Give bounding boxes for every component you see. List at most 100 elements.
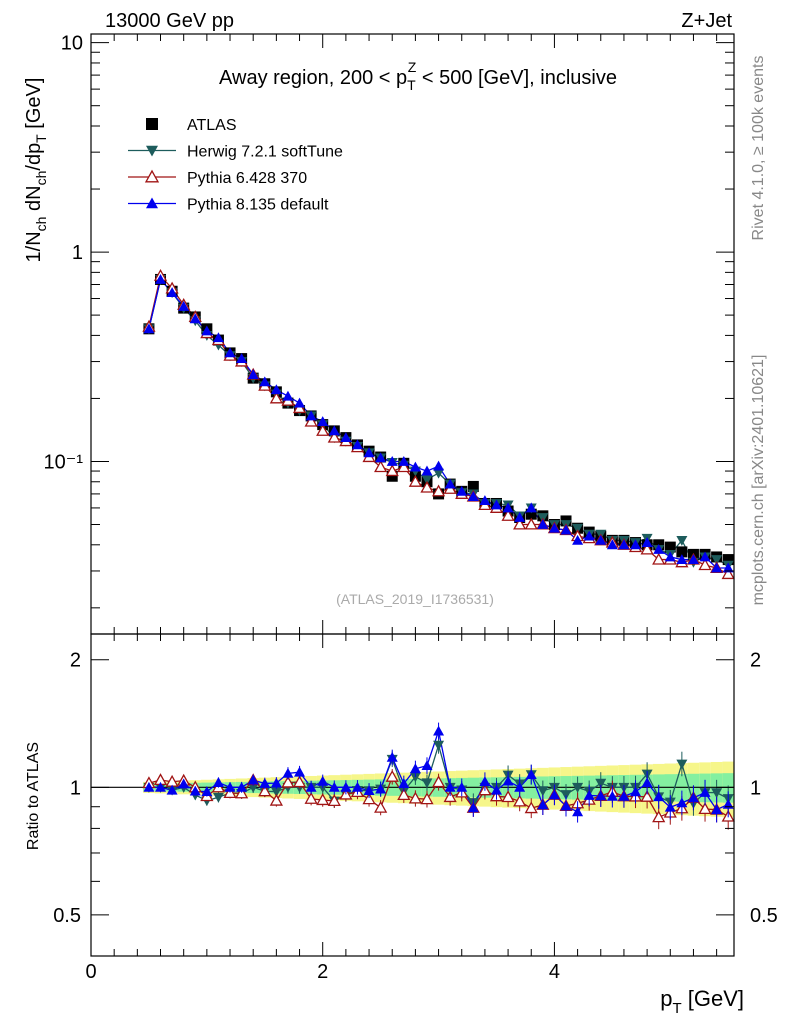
ratio-point-3: [224, 781, 236, 792]
ratio-point-3: [456, 781, 468, 792]
mc-point-3: [676, 554, 688, 564]
mc-point-3: [236, 353, 248, 363]
legend: ATLAS Herwig 7.2.1 softTune Pythia 6.428 3…: [128, 117, 343, 214]
mc-point-3: [711, 562, 723, 573]
ratio-point-3: [294, 766, 306, 777]
ratio-point-1: [537, 786, 549, 797]
ratio-point-1: [676, 759, 688, 770]
ratio-point-3: [409, 763, 421, 774]
ratio-point-3: [201, 786, 213, 797]
legend-label: Herwig 7.2.1 softTune: [187, 144, 343, 161]
ratio-point-3: [155, 781, 167, 792]
y-tick-label: 10⁻¹: [44, 451, 84, 473]
mc-point-3: [537, 519, 549, 529]
mc-point-3: [560, 524, 572, 535]
ratio-point-3: [560, 800, 572, 811]
ratio-point-3: [525, 769, 537, 780]
ratio-point-2: [374, 800, 388, 813]
ratio-point-3: [421, 760, 433, 771]
ratio-point-3: [212, 777, 224, 787]
mc-point-3: [444, 478, 456, 489]
mc-point-3: [212, 332, 224, 343]
ratio-point-1: [560, 790, 572, 801]
ratio-point-2: [408, 791, 423, 804]
ratio-point-2: [431, 775, 446, 788]
series-line-1: [148, 278, 729, 566]
mc-point-3: [201, 325, 213, 336]
ratio-point-3: [630, 786, 642, 797]
mc-point-3: [270, 384, 282, 395]
mc-point-2: [374, 460, 388, 473]
ratio-point-3: [711, 804, 723, 815]
ratio-point-2: [397, 788, 411, 801]
legend-marker-3: [146, 197, 158, 209]
ratio-point-1: [270, 787, 282, 798]
ratio-point-1: [409, 772, 421, 783]
ratio-point-1: [421, 778, 433, 789]
mc-point-2: [385, 464, 399, 477]
mc-point-3: [398, 455, 410, 466]
ratio-point-2: [420, 792, 434, 805]
legend-label: Pythia 6.428 370: [187, 170, 307, 187]
atlas-point: [664, 541, 676, 553]
mc-point-1: [572, 523, 584, 534]
mc-point-2: [304, 414, 318, 427]
ratio-point-3: [699, 787, 711, 797]
atlas-point: [525, 508, 537, 520]
mc-point-2: [431, 484, 446, 497]
ratio-point-2: [501, 790, 515, 803]
mc-point-1: [421, 475, 433, 486]
ratio-point-1: [595, 778, 607, 789]
ratio-point-3: [340, 781, 352, 792]
mc-point-1: [433, 468, 445, 479]
ratio-tick-label-right: 1: [750, 777, 761, 799]
ratio-point-3: [687, 792, 699, 803]
ratio-point-2: [258, 784, 272, 797]
mc-point-3: [363, 447, 375, 458]
ratio-tick-label: 1: [70, 777, 81, 799]
ratio-point-3: [375, 783, 387, 794]
atlas-point: [722, 554, 734, 566]
ratio-point-3: [282, 767, 294, 778]
mc-point-3: [641, 537, 653, 547]
ratio-point-3: [143, 781, 155, 792]
ratio-point-2: [292, 775, 307, 788]
mc-point-2: [327, 430, 341, 443]
x-axis-label: pT [GeV]: [660, 986, 744, 1017]
ratio-point-3: [351, 781, 363, 792]
mc-point-3: [479, 495, 491, 506]
ratio-series-layer: [142, 722, 735, 830]
ratio-point-3: [606, 790, 618, 801]
ratio-point-3: [664, 801, 676, 812]
ratio-point-2: [327, 794, 341, 807]
mc-point-3: [259, 376, 271, 387]
atlas-point: [386, 470, 398, 482]
ratio-point-3: [259, 777, 271, 788]
mc-point-3: [317, 416, 329, 427]
mc-point-3: [247, 369, 259, 379]
mc-point-3: [294, 397, 306, 408]
ratio-point-2: [385, 769, 399, 782]
ratio-point-3: [514, 781, 526, 792]
mc-point-2: [420, 480, 434, 493]
ratio-point-2: [304, 791, 318, 804]
analysis-watermark: (ATLAS_2019_I1736531): [336, 591, 494, 607]
mcplots-label: mcplots.cern.ch [arXiv:2401.10621]: [750, 355, 767, 606]
ratio-point-3: [479, 776, 491, 786]
ratio-tick-label-right: 2: [750, 650, 761, 672]
mc-point-3: [305, 410, 317, 421]
ratio-point-2: [281, 775, 295, 788]
mc-point-3: [583, 530, 595, 541]
rivet-label: Rivet 4.1.0, ≥ 100k events: [750, 56, 767, 241]
ratio-point-2: [443, 790, 457, 803]
mc-point-3: [351, 439, 363, 450]
ratio-point-3: [502, 775, 514, 786]
mc-point-2: [652, 552, 666, 565]
mc-point-2: [501, 509, 515, 521]
ratio-point-3: [166, 784, 178, 795]
ratio-point-3: [328, 781, 340, 792]
ratio-y-axis-label: Ratio to ATLAS: [25, 742, 42, 850]
ratio-point-3: [641, 777, 653, 788]
mc-point-3: [525, 502, 537, 513]
